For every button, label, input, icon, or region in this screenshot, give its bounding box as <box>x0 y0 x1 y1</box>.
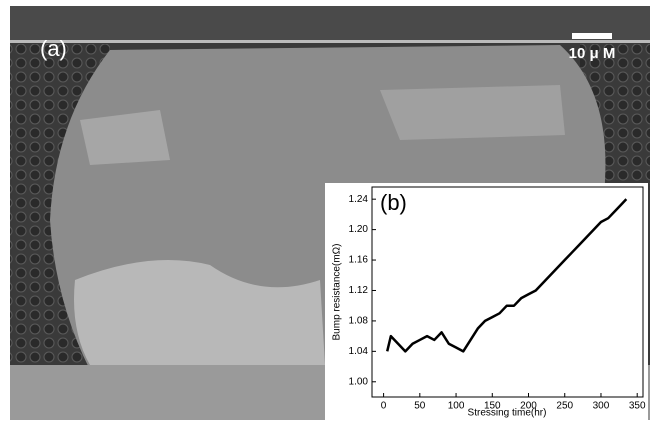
y-tick-label: 1.00 <box>349 376 369 387</box>
y-axis-title: Bump resistance(mΩ) <box>332 244 343 341</box>
y-tick-label: 1.20 <box>349 224 369 235</box>
scale-bar-label: 10 μ M <box>569 45 616 62</box>
sem-light-phase <box>380 85 565 140</box>
y-tick-label: 1.12 <box>349 285 369 296</box>
x-axis-title: Stressing time(hr) <box>468 408 547 419</box>
inset-chart <box>325 183 648 420</box>
panel-label: (b) <box>380 190 407 215</box>
x-tick-label: 100 <box>448 401 465 412</box>
plot-frame <box>371 186 644 398</box>
sem-light-phase <box>74 260 325 365</box>
x-tick-label: 250 <box>556 401 573 412</box>
x-tick-label: 300 <box>593 401 610 412</box>
x-tick-label: 50 <box>414 401 426 412</box>
x-tick-label: 350 <box>629 401 646 412</box>
y-tick-label: 1.08 <box>349 316 369 327</box>
y-tick-label: 1.04 <box>349 346 369 357</box>
x-tick-label: 200 <box>520 401 537 412</box>
sem-top-layer <box>10 6 650 40</box>
data-line <box>386 198 628 353</box>
sem-top-line <box>10 40 650 43</box>
panel-label: (a) <box>40 36 67 61</box>
sem-light-phase <box>80 110 170 165</box>
x-tick-label: 0 <box>381 401 387 412</box>
scale-bar <box>572 33 612 39</box>
y-tick-label: 1.16 <box>349 255 369 266</box>
y-tick-label: 1.24 <box>349 194 369 205</box>
x-tick-label: 150 <box>484 401 501 412</box>
